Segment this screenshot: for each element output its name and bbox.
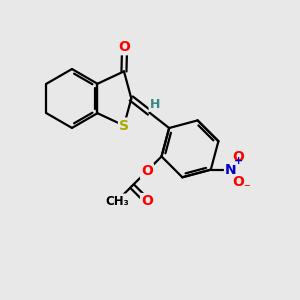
Text: O: O [232,176,244,189]
Text: O: O [141,194,153,208]
Text: O: O [118,40,130,54]
Text: ⁻: ⁻ [243,182,250,195]
Text: N: N [225,163,237,177]
Text: +: + [234,156,243,167]
Text: O: O [141,164,153,178]
Text: O: O [232,150,244,164]
Text: H: H [149,98,160,111]
Text: S: S [119,118,129,133]
Text: CH₃: CH₃ [105,194,129,208]
